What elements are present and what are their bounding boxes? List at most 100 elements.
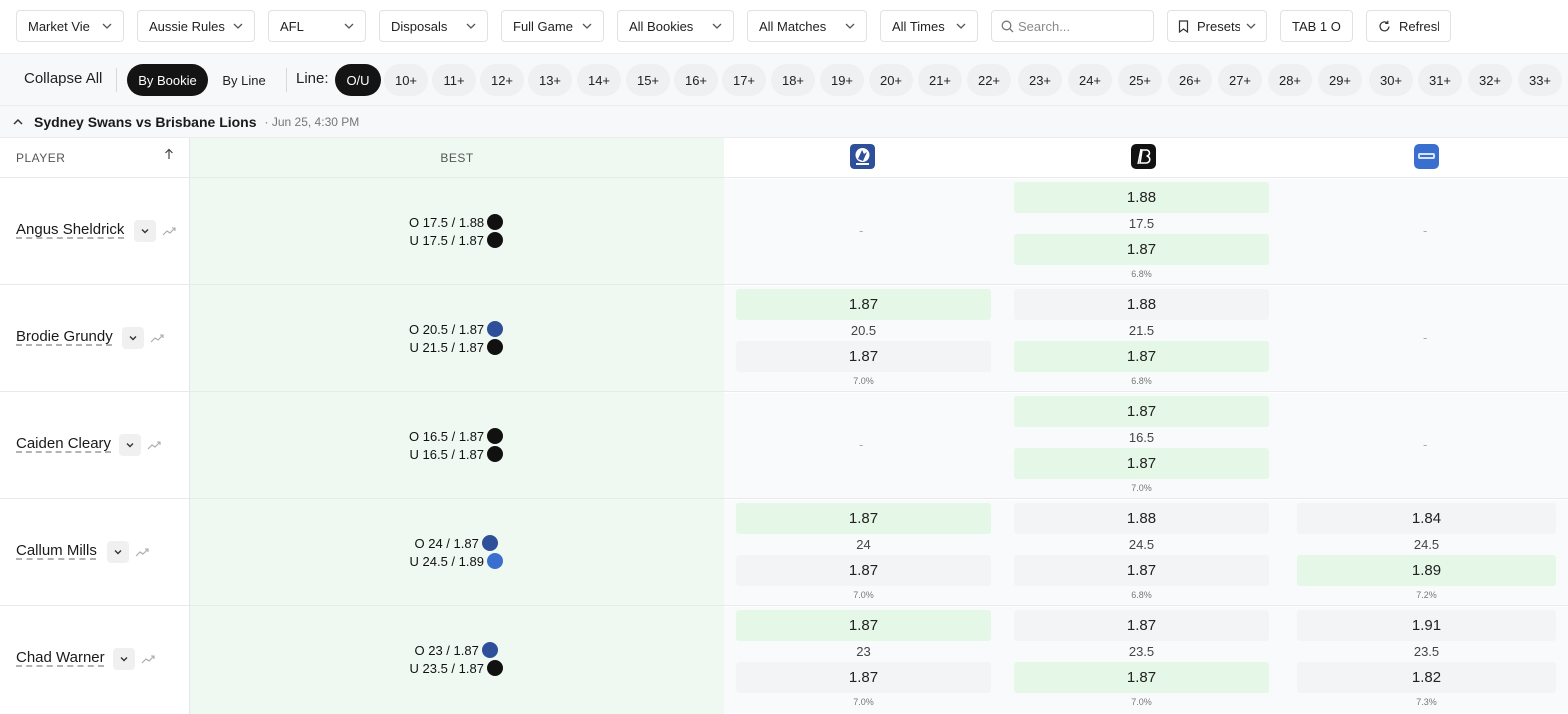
best-over-text: O 16.5 / 1.87 [409,428,485,444]
trend-chart-icon[interactable] [150,334,164,344]
times-dropdown[interactable]: All Times [880,10,978,42]
line-chip[interactable]: 28+ [1268,64,1312,96]
tab-toggle-button[interactable]: TAB 1 Off [1280,10,1353,42]
expand-row-button[interactable] [122,327,144,349]
expand-row-button[interactable] [119,434,141,456]
player-name[interactable]: Brodie Grundy [16,328,113,345]
collapse-all-button[interactable]: Collapse All [24,70,103,87]
chevron-up-icon[interactable] [12,116,24,128]
under-odds-button[interactable]: 1.87 [1014,448,1269,479]
under-odds-button[interactable]: 1.82 [1297,662,1556,693]
under-odds-button[interactable]: 1.87 [736,662,991,693]
best-under-odds[interactable]: U 23.5 / 1.87 [410,660,503,676]
chevron-down-icon [1246,23,1256,29]
pick-em-logo-icon[interactable] [850,144,875,169]
best-over-odds[interactable]: O 16.5 / 1.87 [409,428,504,444]
over-odds-button[interactable]: 1.87 [736,610,991,641]
trend-chart-icon[interactable] [135,548,149,558]
line-chip[interactable]: 11+ [432,64,476,96]
best-under-odds[interactable]: U 17.5 / 1.87 [410,232,503,248]
under-odds-button[interactable]: 1.87 [1014,555,1269,586]
over-odds-button[interactable]: 1.87 [736,503,991,534]
line-chip[interactable]: 23+ [1018,64,1062,96]
refresh-button[interactable]: Refresh [1366,10,1451,42]
over-odds-button[interactable]: 1.87 [1014,396,1269,427]
expand-row-button[interactable] [134,220,156,242]
table-row: Callum Mills O 24 / 1.87 U 24.5 / 1.89 1.87… [0,498,1568,606]
line-chip[interactable]: 30+ [1369,64,1413,96]
under-odds-button[interactable]: 1.87 [1014,341,1269,372]
by-line-toggle[interactable]: By Line [222,72,266,88]
line-chip[interactable]: 29+ [1318,64,1362,96]
expand-row-button[interactable] [107,541,129,563]
under-odds-button[interactable]: 1.89 [1297,555,1556,586]
refresh-icon [1379,20,1390,31]
best-over-odds[interactable]: O 23 / 1.87 [415,642,498,658]
player-name[interactable]: Callum Mills [16,542,97,559]
chevron-down-icon [129,336,137,341]
under-odds-button[interactable]: 1.87 [736,555,991,586]
line-chip[interactable]: 26+ [1168,64,1212,96]
matches-dropdown[interactable]: All Matches [747,10,867,42]
line-chip[interactable]: 13+ [528,64,572,96]
line-chip[interactable]: 15+ [626,64,670,96]
line-chip[interactable]: 10+ [384,64,428,96]
line-chip-ou[interactable]: O/U [335,64,381,96]
sportsbet-logo-icon[interactable] [1414,144,1439,169]
over-odds-button[interactable]: 1.84 [1297,503,1556,534]
expand-row-button[interactable] [113,648,135,670]
line-chip[interactable]: 32+ [1468,64,1512,96]
best-under-odds[interactable]: U 21.5 / 1.87 [410,339,503,355]
best-over-odds[interactable]: O 17.5 / 1.88 [409,214,504,230]
line-chip[interactable]: 27+ [1218,64,1262,96]
line-chip[interactable]: 12+ [480,64,524,96]
best-over-odds[interactable]: O 20.5 / 1.87 [409,321,504,337]
league-dropdown[interactable]: AFL [268,10,366,42]
line-chip[interactable]: 21+ [918,64,962,96]
sport-dropdown[interactable]: Aussie Rules [137,10,255,42]
trend-chart-icon[interactable] [162,227,176,237]
bookies-dropdown[interactable]: All Bookies [617,10,734,42]
by-bookie-toggle[interactable]: By Bookie [127,64,208,96]
player-name[interactable]: Caiden Cleary [16,435,112,452]
trend-chart-icon[interactable] [147,441,161,451]
pointsbet-logo-icon[interactable] [1131,144,1156,169]
line-chip[interactable]: 16+ [674,64,718,96]
search-icon [1001,20,1014,32]
over-odds-button[interactable]: 1.88 [1014,182,1269,213]
over-odds-button[interactable]: 1.87 [736,289,991,320]
market-view-dropdown[interactable]: Market Vie [16,10,124,42]
line-chip[interactable]: 20+ [869,64,913,96]
under-odds-button[interactable]: 1.87 [1014,662,1269,693]
over-odds-button[interactable]: 1.91 [1297,610,1556,641]
line-chip[interactable]: 31+ [1418,64,1462,96]
over-odds-button[interactable]: 1.88 [1014,289,1269,320]
over-odds-button[interactable]: 1.87 [1014,610,1269,641]
under-odds-button[interactable]: 1.87 [736,341,991,372]
line-chip[interactable]: 22+ [967,64,1011,96]
sort-arrow-up-icon[interactable] [164,148,174,160]
line-chip[interactable]: 14+ [577,64,621,96]
period-dropdown[interactable]: Full Game [501,10,604,42]
line-chip[interactable]: 25+ [1118,64,1162,96]
under-odds-button[interactable]: 1.87 [1014,234,1269,265]
best-over-odds[interactable]: O 24 / 1.87 [415,535,498,551]
line-chip[interactable]: 24+ [1068,64,1112,96]
presets-button[interactable]: Presets [1167,10,1267,42]
best-under-odds[interactable]: U 24.5 / 1.89 [410,553,503,569]
line-chip[interactable]: 17+ [722,64,766,96]
player-name[interactable]: Angus Sheldrick [16,221,125,238]
line-chip[interactable]: 19+ [820,64,864,96]
market-dropdown[interactable]: Disposals [379,10,488,42]
chevron-down-icon [956,23,966,29]
over-odds-button[interactable]: 1.88 [1014,503,1269,534]
best-under-odds[interactable]: U 16.5 / 1.87 [410,446,503,462]
player-name[interactable]: Chad Warner [16,649,105,666]
trend-chart-icon[interactable] [141,655,155,665]
search-input[interactable] [1018,18,1148,34]
line-chip[interactable]: 18+ [771,64,815,96]
best-column-header[interactable]: BEST [440,151,474,165]
player-column-header[interactable]: PLAYER [16,151,66,165]
line-chip[interactable]: 33+ [1518,64,1562,96]
match-header[interactable]: Sydney Swans vs Brisbane Lions · Jun 25,… [0,106,1568,138]
